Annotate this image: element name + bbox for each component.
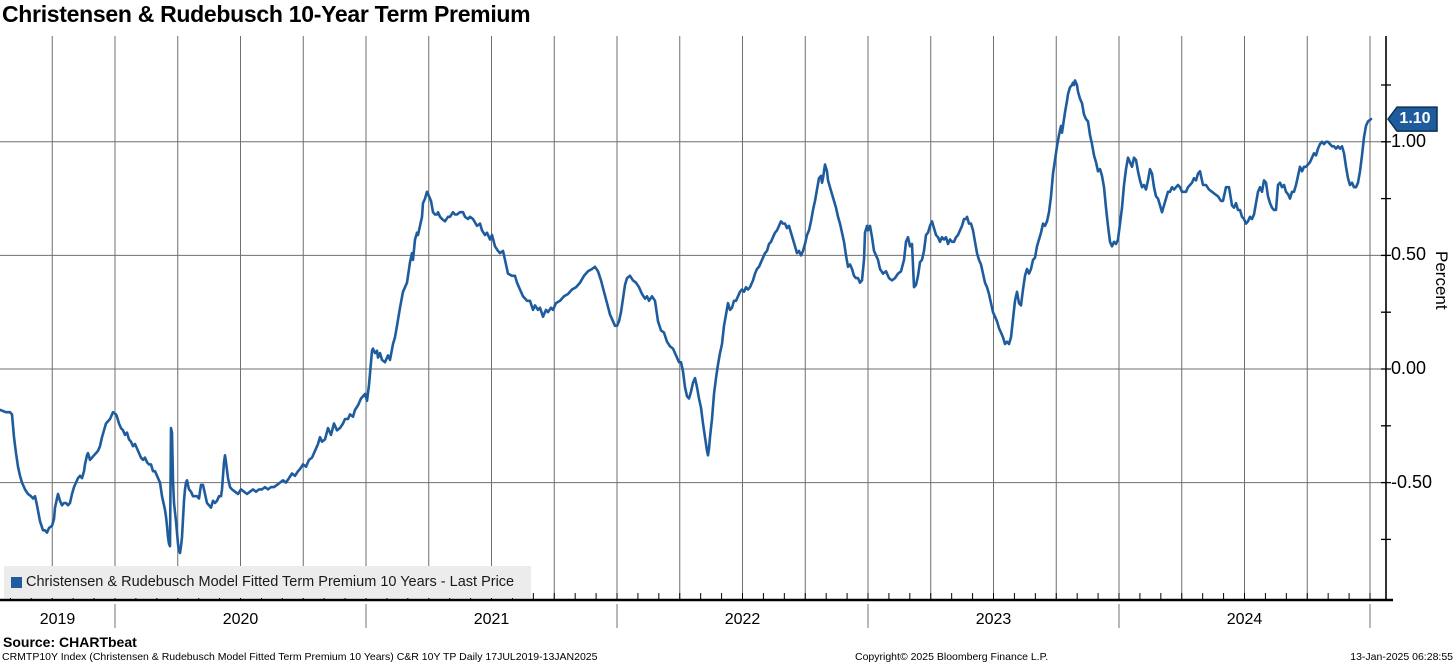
y-axis-title: Percent <box>1432 251 1451 310</box>
last-price-badge: 1.10 <box>1399 110 1431 128</box>
x-tick-label-2023: 2023 <box>975 611 1012 628</box>
y-tick-label-neg-0-50: -0.50 <box>1391 471 1433 492</box>
source-line: Source: CHARTbeat <box>3 634 137 650</box>
legend-swatch-icon <box>11 576 22 588</box>
term-premium-series-line <box>0 79 1373 555</box>
y-tick-label-0-00: 0.00 <box>1391 357 1427 378</box>
y-tick-label-0-50: 0.50 <box>1391 244 1427 265</box>
x-tick-label-2024: 2024 <box>1226 611 1263 628</box>
x-tick-label-2022: 2022 <box>724 611 761 628</box>
footer-copyright: Copyright© 2025 Bloomberg Finance L.P. <box>855 651 1049 663</box>
legend-label: Christensen & Rudebusch Model Fitted Ter… <box>26 574 515 590</box>
footer-timestamp: 13-Jan-2025 06:28:55 <box>1350 651 1453 663</box>
legend[interactable]: Christensen & Rudebusch Model Fitted Ter… <box>4 566 531 598</box>
footer-ticker-info: CRMTP10Y Index (Christensen & Rudebusch … <box>2 651 598 663</box>
y-tick-label-1-00: 1.00 <box>1391 130 1427 151</box>
x-tick-label-2020: 2020 <box>222 611 259 628</box>
last-price-flag <box>1387 106 1438 132</box>
x-tick-label-2021: 2021 <box>473 611 510 628</box>
x-tick-label-2019: 2019 <box>39 611 76 628</box>
chart-title: Christensen & Rudebusch 10-Year Term Pre… <box>2 1 531 27</box>
